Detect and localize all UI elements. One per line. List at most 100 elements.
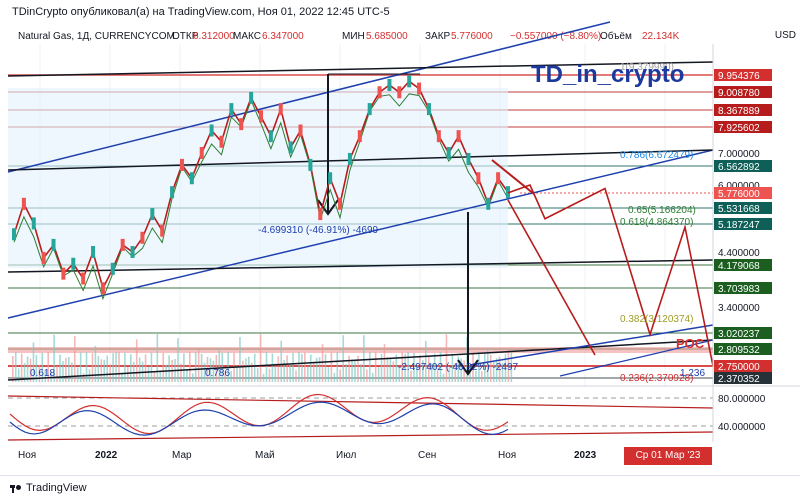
- price-tag: 9.008780: [718, 88, 760, 99]
- lower-channel-line: [7, 149, 714, 319]
- price-chart[interactable]: 9.954376 9.008780 8.367889 7.925602 7.000000…: [0, 0, 800, 475]
- candle: [100, 282, 105, 295]
- osc-trend-low: [7, 431, 714, 441]
- symbol-name: Natural Gas, 1Д, CURRENCYCOM: [18, 31, 175, 42]
- volume-bar: [454, 362, 457, 382]
- time-label: 2022: [95, 450, 118, 461]
- volume-bar: [79, 352, 82, 382]
- candle: [318, 208, 323, 221]
- candle: [91, 246, 96, 258]
- volume-bar: [292, 352, 294, 382]
- volume-bar: [463, 360, 465, 382]
- volume-bar: [501, 362, 504, 382]
- close-label: ЗАКР: [425, 31, 451, 42]
- price-tag-bg: [714, 121, 772, 133]
- volume-bar: [295, 370, 297, 382]
- volume-bar: [342, 335, 344, 382]
- low-label: МИН: [342, 31, 365, 42]
- drop-arrow-2-head: [457, 359, 479, 376]
- osc-axis-tag: 80.000000: [718, 394, 766, 405]
- volume-bar: [191, 373, 194, 382]
- chart-annotation: 0.618: [30, 368, 55, 379]
- candle: [12, 228, 16, 241]
- price-tag: 2.809532: [718, 345, 760, 356]
- volume-bar: [360, 364, 362, 382]
- candle: [338, 197, 343, 210]
- candle: [288, 141, 293, 154]
- volume-bar: [212, 360, 215, 382]
- volume-bar: [186, 368, 188, 382]
- volume-bar: [457, 356, 460, 382]
- price-tag: 3.020237: [718, 329, 760, 340]
- volume-bar: [268, 368, 271, 382]
- volume-bar: [76, 367, 79, 382]
- poc-label: POC: [676, 336, 705, 351]
- volume-bar: [159, 370, 162, 382]
- volume-bar: [277, 356, 280, 382]
- volume-bar: [407, 352, 409, 382]
- volume-bar: [433, 353, 436, 382]
- tradingview-brand[interactable]: TradingView: [10, 482, 87, 494]
- chart-annotation: 0.65(5.166204): [628, 205, 696, 216]
- volume-bar: [132, 361, 135, 382]
- volume-bar: [478, 352, 480, 382]
- candle: [41, 251, 46, 264]
- price-tag-bg: [714, 218, 772, 230]
- open-label: ОТКР: [172, 31, 199, 42]
- candle: [21, 197, 26, 210]
- volume-bar: [422, 360, 424, 382]
- volume-bar: [250, 362, 253, 382]
- volume-bar: [168, 355, 170, 382]
- brand-text: TradingView: [26, 482, 87, 494]
- candle: [456, 130, 461, 143]
- volume-bar: [20, 353, 23, 382]
- volume-bar: [289, 365, 291, 382]
- volume-bar: [413, 352, 415, 382]
- support-line: [7, 259, 714, 273]
- volume-bar: [309, 354, 312, 382]
- candle: [486, 197, 491, 210]
- volume-bar: [301, 353, 303, 382]
- volume-bar: [430, 363, 433, 382]
- volume-bar: [492, 360, 495, 382]
- volume-bar: [318, 357, 321, 382]
- publisher-header: TDinCrypto опубликовал(а) на TradingView…: [0, 0, 800, 20]
- volume-bar: [339, 369, 342, 382]
- chart-annotation: 0.618(4.864370): [620, 217, 693, 228]
- volume-bar: [156, 334, 159, 382]
- volume-bar: [245, 358, 247, 382]
- volume-bar: [147, 366, 150, 382]
- candle: [278, 103, 283, 116]
- volume-bar: [200, 353, 203, 382]
- volume-bar: [495, 358, 498, 382]
- volume-bar: [392, 361, 395, 382]
- volume-bar: [315, 357, 318, 382]
- volume-bar: [330, 352, 333, 382]
- volume-bar: [442, 373, 445, 382]
- price-tag-bg: [714, 259, 772, 271]
- volume-bar: [307, 366, 309, 382]
- candle: [328, 172, 333, 185]
- volume-bar: [304, 352, 306, 382]
- volume-bar: [398, 366, 401, 382]
- watermark-text: TD_in_crypto: [531, 61, 685, 88]
- volume-bar: [29, 358, 32, 382]
- volume-bar: [41, 352, 44, 382]
- candle: [239, 118, 244, 131]
- projection-drop-1: [507, 199, 596, 356]
- volume-bar: [348, 355, 350, 382]
- projection-path: [491, 159, 714, 367]
- future-channel-line-2: [559, 339, 714, 377]
- volume-bar: [56, 366, 58, 382]
- candle: [377, 86, 382, 99]
- volume-bar: [209, 358, 212, 382]
- chart-annotation: 1(9.379990): [620, 62, 674, 73]
- volume-bar: [451, 353, 454, 382]
- candle: [387, 78, 392, 91]
- price-tag-bg: [714, 187, 772, 199]
- volume-bar: [333, 372, 336, 382]
- price-tag: 2.750000: [718, 362, 760, 373]
- volume-bar: [377, 367, 380, 382]
- volume-bar: [351, 359, 353, 382]
- upper-channel-line: [7, 21, 611, 173]
